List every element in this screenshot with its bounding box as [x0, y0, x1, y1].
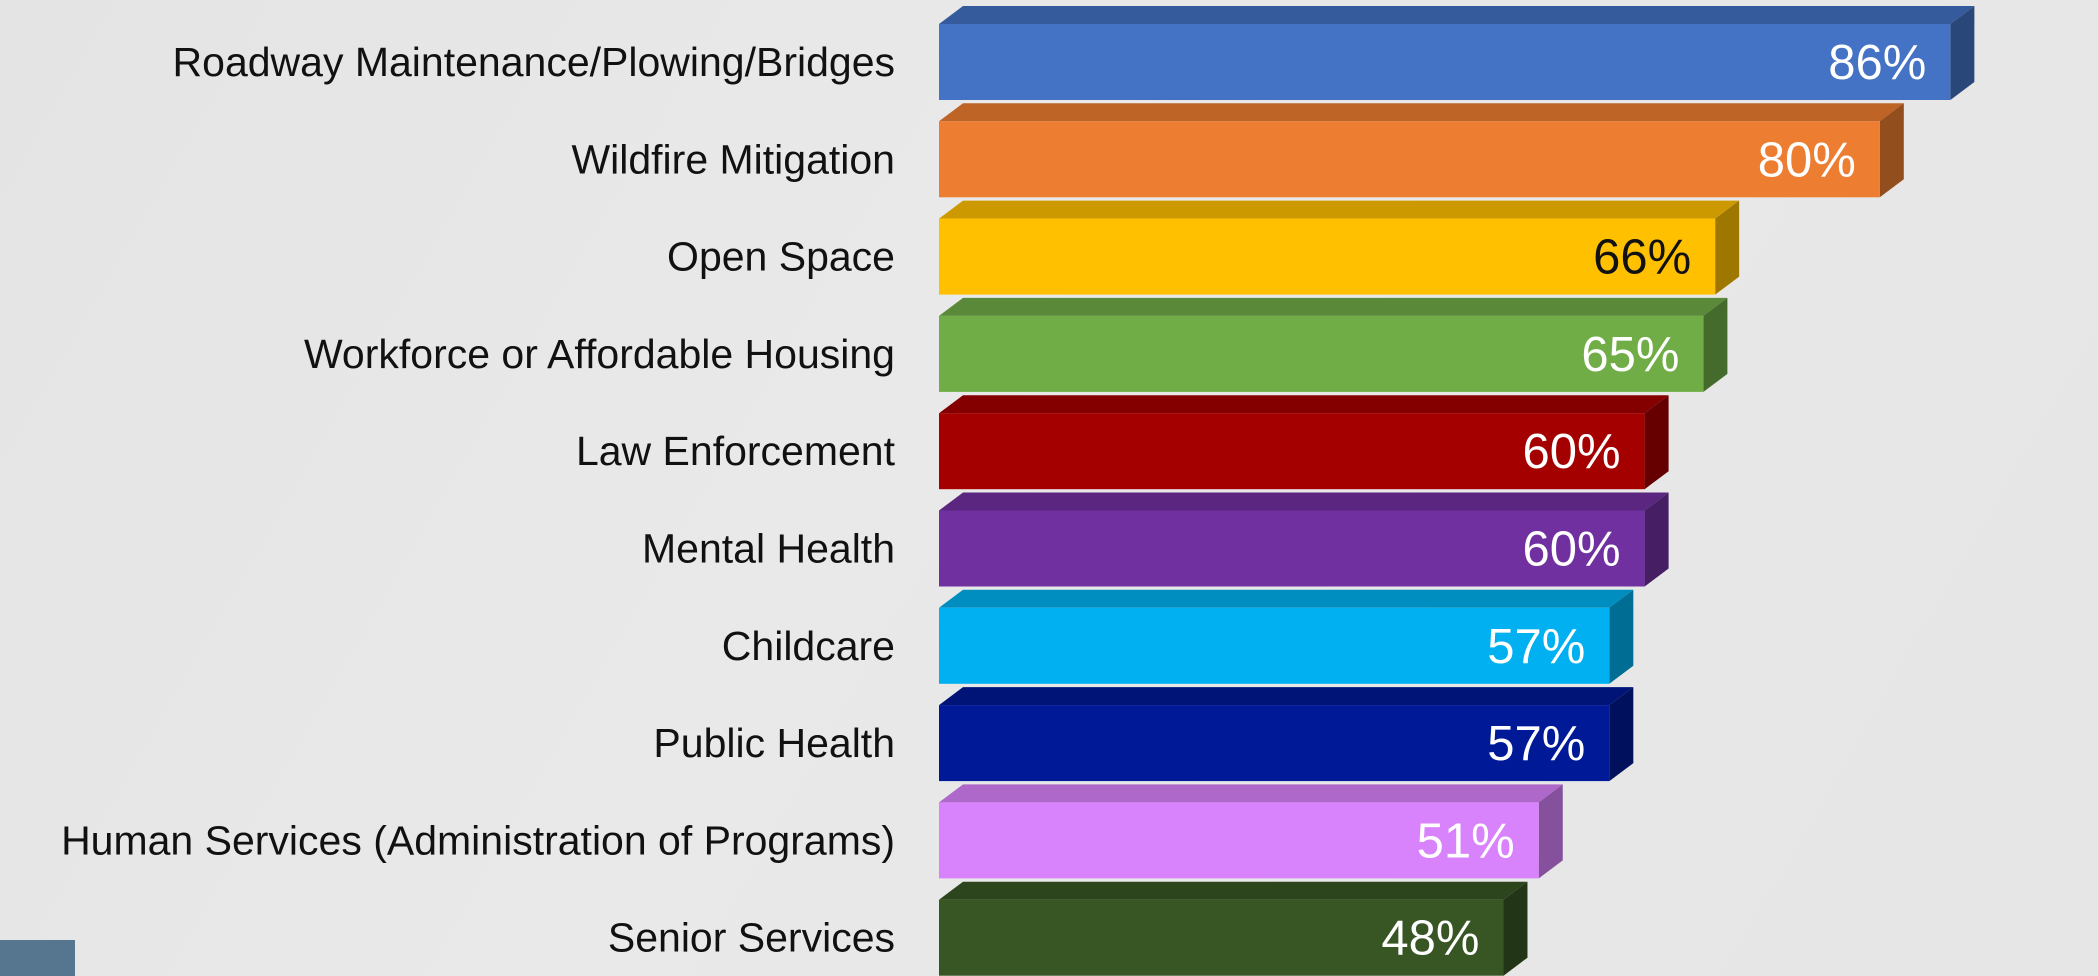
bar-top-face [939, 200, 1740, 219]
bar-top-face [939, 784, 1563, 803]
category-label: Roadway Maintenance/Plowing/Bridges [173, 39, 895, 85]
bar-side-face [1715, 200, 1740, 295]
bar-top-face [939, 297, 1728, 316]
bar-side-face [1503, 881, 1528, 976]
bar [939, 510, 1645, 587]
category-label: Law Enforcement [576, 428, 896, 474]
bar-top-face [939, 492, 1669, 511]
value-label: 66% [1593, 231, 1691, 285]
bar-top-face [939, 687, 1634, 706]
category-label: Mental Health [642, 526, 895, 572]
bar-top-face [939, 6, 1975, 24]
bar-side-face [1538, 784, 1563, 879]
bar [939, 24, 1951, 100]
category-label: Public Health [653, 720, 895, 766]
value-label: 60% [1523, 425, 1621, 479]
category-label: Open Space [667, 234, 895, 280]
value-label: 80% [1758, 133, 1856, 187]
bar-side-face [1879, 103, 1904, 198]
bar-top-face [939, 589, 1634, 608]
value-label: 57% [1487, 620, 1585, 674]
bar [939, 802, 1539, 879]
category-label: Workforce or Affordable Housing [304, 331, 895, 377]
bar-side-face [1644, 395, 1669, 490]
bar-side-face [1703, 297, 1728, 392]
bar [939, 121, 1880, 198]
bar-top-face [939, 881, 1528, 900]
bar [939, 899, 1504, 976]
corner-tab [0, 940, 75, 976]
value-label: 60% [1523, 523, 1621, 577]
bar [939, 413, 1645, 490]
bar [939, 315, 1704, 392]
bar [939, 218, 1716, 295]
category-label: Senior Services [608, 915, 895, 961]
bar-side-face [1609, 687, 1634, 782]
value-label: 48% [1381, 912, 1479, 966]
bar-top-face [939, 395, 1669, 414]
value-label: 86% [1828, 36, 1926, 90]
category-label: Wildfire Mitigation [571, 136, 895, 182]
category-label: Childcare [722, 623, 895, 669]
bar-side-face [1950, 6, 1975, 100]
value-label: 65% [1581, 328, 1679, 382]
bar [939, 705, 1610, 782]
category-label: Human Services (Administration of Progra… [61, 817, 895, 863]
bar-side-face [1609, 589, 1634, 684]
value-label: 51% [1417, 814, 1515, 868]
value-label: 57% [1487, 717, 1585, 771]
bar [939, 607, 1610, 684]
bar-top-face [939, 103, 1904, 122]
bar-side-face [1644, 492, 1669, 587]
